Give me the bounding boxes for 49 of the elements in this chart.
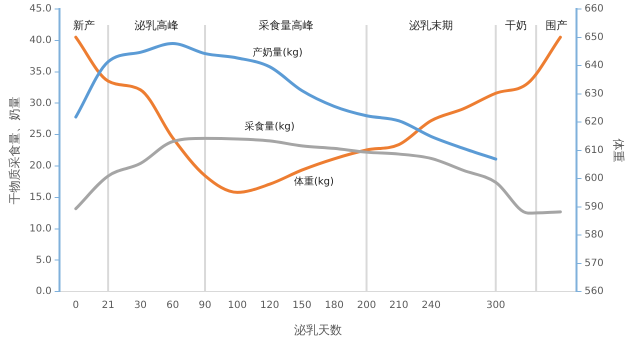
y2-tick-label: 570 xyxy=(584,258,604,269)
line-series xyxy=(74,36,562,194)
y-tick-label: 35.0 xyxy=(29,66,52,78)
y2-tick-label: 610 xyxy=(584,144,604,156)
y-tick-label: 10.0 xyxy=(29,223,52,234)
x-tick-label: 150 xyxy=(292,300,312,312)
y2-tick-label: 560 xyxy=(584,286,604,298)
x-tick-label: 200 xyxy=(356,300,376,312)
y2-tick-label: 620 xyxy=(584,116,604,128)
y2-axis-title: 体重 xyxy=(612,138,626,162)
y2-tick-label: 630 xyxy=(584,88,604,100)
annotation: 干奶 xyxy=(504,18,527,32)
y2-tick-label: 660 xyxy=(584,4,604,15)
y-tick-label: 45.0 xyxy=(29,4,52,15)
y-tick-label: 5.0 xyxy=(36,254,52,266)
x-tick-label: 210 xyxy=(389,300,408,312)
x-tick-label: 100 xyxy=(228,300,247,312)
x-tick-label: 30 xyxy=(134,300,147,312)
series-label: 产奶量(kg) xyxy=(252,46,303,58)
series-label: 体重(kg) xyxy=(294,176,334,188)
x-tick-label: 60 xyxy=(166,300,180,312)
x-tick-label: 240 xyxy=(422,300,441,312)
x-tick-label: 90 xyxy=(198,300,212,312)
x-axis-title: 泌乳天数 xyxy=(294,322,342,337)
x-tick-label: 0 xyxy=(72,300,80,312)
y-tick-label: 20.0 xyxy=(29,160,52,172)
y2-tick-label: 580 xyxy=(584,230,604,241)
y-tick-label: 30.0 xyxy=(29,98,52,109)
x-tick-label: 180 xyxy=(324,300,344,312)
x-tick-label: 21 xyxy=(102,300,114,312)
annotation: 泌乳高峰 xyxy=(134,18,179,32)
line-series xyxy=(74,136,562,215)
y-tick-label: 40.0 xyxy=(29,34,52,46)
y2-tick-label: 640 xyxy=(584,60,604,72)
y-tick-label: 0.0 xyxy=(36,286,52,298)
line-series xyxy=(74,42,498,161)
series-label: 采食量(kg) xyxy=(244,120,295,132)
y-tick-label: 15.0 xyxy=(29,192,52,203)
y2-tick-label: 650 xyxy=(584,32,604,43)
annotation: 采食量高峰 xyxy=(258,18,314,32)
y-axis-title: 干物质采食量、奶量 xyxy=(7,96,22,204)
y2-tick-label: 590 xyxy=(584,201,604,212)
y2-tick-label: 600 xyxy=(584,173,604,184)
annotation: 新产 xyxy=(72,18,95,32)
x-tick-label: 300 xyxy=(486,300,506,312)
annotation: 泌乳末期 xyxy=(409,18,454,32)
x-tick-label: 120 xyxy=(260,300,280,312)
annotation: 围产 xyxy=(545,18,568,32)
y-tick-label: 25.0 xyxy=(29,129,52,140)
